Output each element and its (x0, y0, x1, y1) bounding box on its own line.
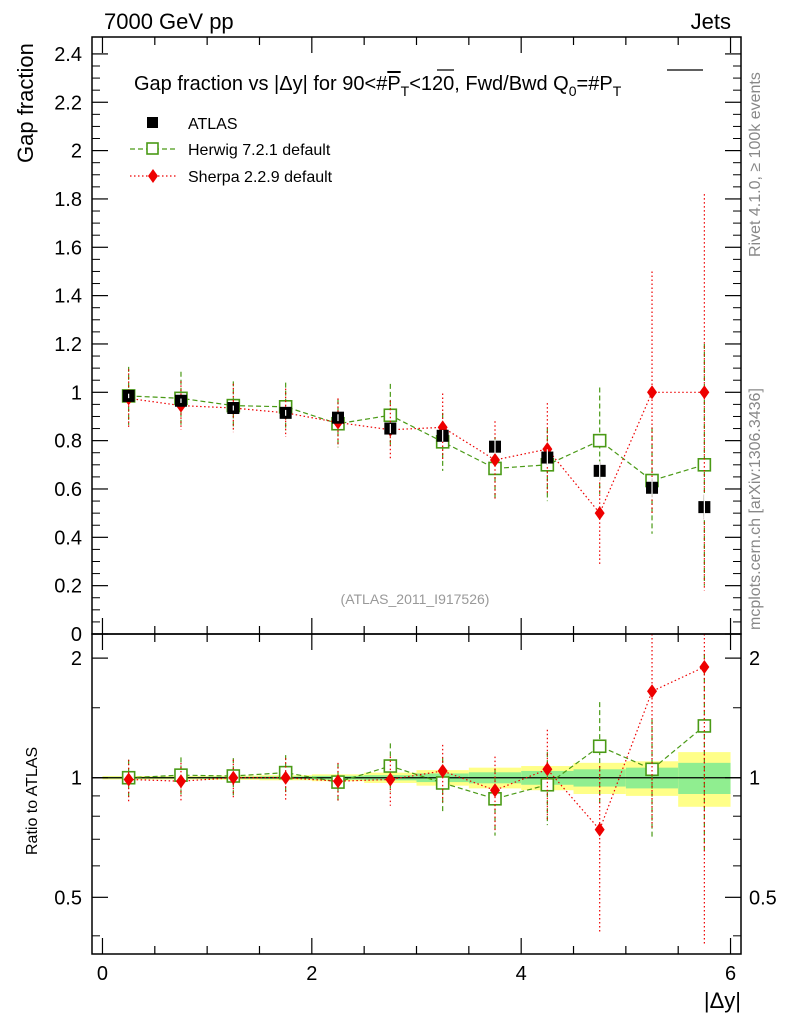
main-panel: 0 0.2 0.4 0.6 0.8 1 1.2 1.4 1.6 1.8 2 2.2 2.4 (ATLAS… (13, 36, 742, 646)
legend-herwig-marker (146, 142, 159, 155)
main-y-axis-label: Gap fraction (13, 43, 38, 163)
sherpa-point (175, 774, 186, 789)
ratio-y-axis: 0.5 0.5 1 1 2 2 (54, 648, 777, 937)
main-y-tick-label: 2.2 (54, 92, 82, 114)
ratio-y-tick-label-right: 1 (749, 768, 760, 790)
sherpa-point (542, 762, 553, 777)
main-y-tick-label: 1.6 (54, 237, 82, 259)
main-y-tick-label: 0 (71, 624, 82, 646)
main-y-tick-label: 1.2 (54, 334, 82, 356)
ratio-y-tick-label: 1 (71, 768, 82, 790)
category-label: Jets (691, 9, 731, 34)
ratio-y-tick-label-right: 2 (749, 648, 760, 670)
main-y-tick-label: 1 (71, 382, 82, 404)
sherpa-point (490, 452, 501, 467)
x-tick-label: 2 (306, 963, 317, 985)
main-x-axis-ticks (101, 37, 732, 634)
main-y-tick-label: 0.2 (54, 576, 82, 598)
sherpa-point (280, 770, 291, 785)
main-y-tick-label: 0.6 (54, 479, 82, 501)
ratio-y-tick-label: 0.5 (54, 887, 82, 909)
sherpa-point (699, 659, 710, 674)
ratio-uncertainty-bands (102, 752, 731, 807)
legend: ATLAS Herwig 7.2.1 default Sherpa 2.2.9 … (130, 116, 333, 186)
legend-atlas-marker (147, 117, 158, 128)
herwig-point (592, 433, 607, 448)
ratio-x-axis: 0 2 4 6 (97, 634, 736, 985)
sherpa-point (490, 783, 501, 798)
herwig-line (128, 395, 705, 482)
sherpa-line (128, 666, 705, 831)
legend-atlas-label: ATLAS (188, 116, 238, 133)
legend-sherpa-marker (148, 169, 158, 183)
main-y-tick-label: 1.8 (54, 189, 82, 211)
main-y-tick-label: 0.4 (54, 527, 82, 549)
herwig-point (383, 408, 398, 423)
sherpa-point (647, 385, 658, 400)
chart-title: Gap fraction vs |Δy| for 90<#PT<120, Fwd… (134, 73, 622, 99)
herwig-point (697, 719, 712, 733)
main-series (121, 194, 712, 591)
ratio-y-tick-label-right: 0.5 (749, 887, 777, 909)
ratio-y-axis-label: Ratio to ATLAS (24, 747, 41, 855)
x-axis-label: |Δy| (704, 988, 741, 1013)
sherpa-point (647, 684, 658, 699)
legend-sherpa-label: Sherpa 2.2.9 default (188, 169, 333, 186)
sherpa-point (228, 770, 239, 785)
analysis-watermark: (ATLAS_2011_I917526) (341, 591, 490, 607)
sherpa-line (128, 391, 705, 515)
main-y-tick-label: 1.4 (54, 286, 82, 308)
herwig-point (592, 739, 607, 754)
x-tick-label: 4 (516, 963, 527, 985)
ratio-series (121, 634, 712, 945)
sherpa-point (699, 385, 710, 400)
herwig-point (540, 777, 555, 792)
rivet-note: Rivet 4.1.0, ≥ 100k events (747, 72, 764, 257)
sherpa-point (594, 506, 605, 521)
x-tick-label: 0 (97, 963, 108, 985)
herwig-point (697, 458, 712, 472)
sherpa-point (123, 772, 134, 787)
sherpa-point (385, 772, 396, 787)
sherpa-point (594, 822, 605, 837)
sherpa-point (437, 763, 448, 778)
legend-herwig-label: Herwig 7.2.1 default (188, 142, 331, 159)
herwig-line (128, 725, 705, 800)
main-y-axis: 0 0.2 0.4 0.6 0.8 1 1.2 1.4 1.6 1.8 2 2.2 2.4 (54, 44, 741, 646)
mcplots-note: mcplots.cern.ch [arXiv:1306.3436] (747, 388, 764, 630)
main-y-tick-label: 0.8 (54, 431, 82, 453)
ratio-y-tick-label: 2 (71, 648, 82, 670)
main-y-tick-label: 2 (71, 141, 82, 163)
herwig-point (435, 776, 450, 790)
energy-label: 7000 GeV pp (104, 9, 234, 34)
ratio-panel: 0.5 0.5 1 1 2 2 0 2 4 6 Ratio to ATLAS |Δy| (24, 633, 777, 1013)
sherpa-point (332, 774, 343, 789)
x-tick-label: 6 (725, 963, 736, 985)
herwig-point (645, 762, 659, 777)
main-y-tick-label: 2.4 (54, 44, 82, 66)
